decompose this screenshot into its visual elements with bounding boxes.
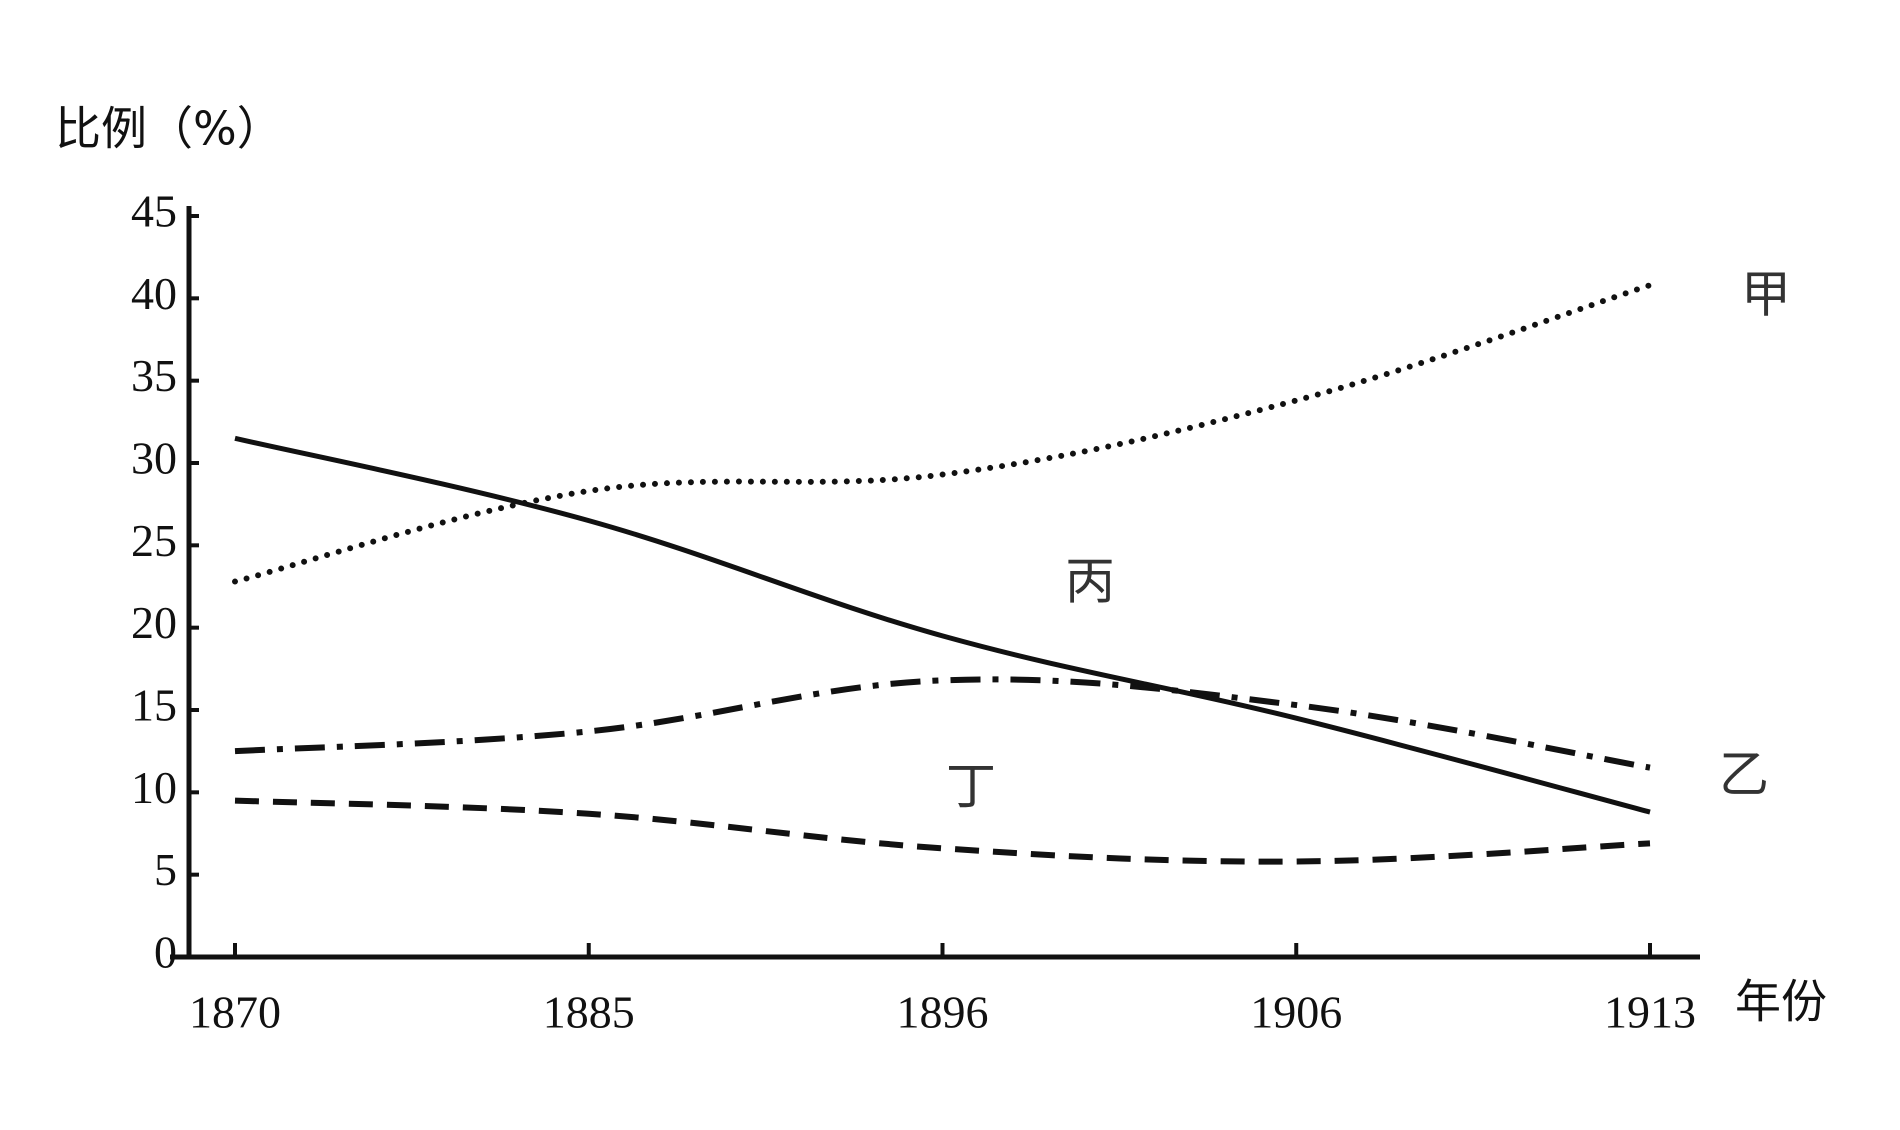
x-tick-label: 1913	[1604, 987, 1696, 1038]
y-tick-label: 0	[154, 927, 177, 978]
series-label: 丙	[1065, 553, 1115, 611]
y-tick-label: 30	[131, 433, 177, 484]
y-tick-label: 45	[131, 186, 177, 237]
y-tick-label: 25	[131, 515, 177, 566]
series-line	[232, 282, 1653, 585]
x-tick-label: 1870	[189, 987, 281, 1038]
x-tick-label: 1896	[897, 987, 989, 1038]
y-axis-title: 比例（%）	[55, 102, 283, 156]
y-tick-label: 10	[131, 762, 177, 813]
series-line	[234, 676, 1651, 771]
series-label: 乙	[1719, 746, 1769, 804]
y-tick-label: 5	[154, 844, 177, 895]
x-axis-title: 年份	[1735, 975, 1827, 1029]
series-label: 丁	[946, 758, 996, 816]
series-label: 甲	[1741, 266, 1791, 324]
x-tick-label: 1906	[1250, 987, 1342, 1038]
y-tick-label: 35	[131, 350, 177, 401]
x-tick-label: 1885	[543, 987, 635, 1038]
y-tick-label: 20	[131, 597, 177, 648]
series-line	[234, 435, 1651, 815]
y-tick-label: 15	[131, 680, 177, 731]
y-tick-label: 40	[131, 268, 177, 319]
series-line	[234, 797, 1651, 865]
